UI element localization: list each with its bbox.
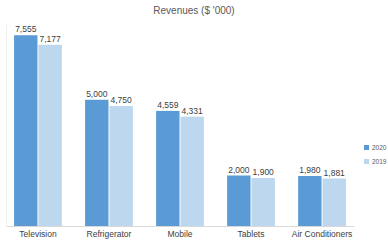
- data-label: 1,980: [299, 165, 321, 175]
- legend-label: 2019: [372, 158, 387, 165]
- x-tick: Tablets: [238, 226, 265, 239]
- bar: [14, 35, 37, 226]
- data-label: 2,000: [228, 165, 250, 175]
- data-labels: 7,555 5,000 4,559 2,000 1,980 7,177 4,750 4,331…: [15, 24, 345, 177]
- bar: [180, 117, 203, 226]
- data-label: 1,900: [253, 167, 275, 177]
- legend: 2020 2019: [364, 144, 387, 165]
- data-label: 4,559: [157, 100, 179, 110]
- x-tick-label: Refrigerator: [87, 229, 132, 239]
- data-label: 7,177: [40, 34, 62, 44]
- legend-swatch: [364, 159, 369, 164]
- x-axis-line: [7, 226, 355, 227]
- data-label: 1,881: [324, 168, 346, 178]
- x-tick: Mobile: [167, 226, 192, 239]
- bar: [298, 176, 321, 226]
- x-axis: Television Refrigerator Mobile Tablets Air C…: [7, 226, 355, 239]
- y-axis-line: [6, 25, 7, 227]
- title: Revenues ($ '000): [153, 5, 234, 16]
- legend-swatch: [364, 145, 369, 150]
- y-axis: [6, 25, 7, 227]
- x-tick: Air Conditioners: [292, 226, 352, 239]
- bar: [156, 111, 179, 226]
- legend-item: 2019: [364, 158, 387, 165]
- bar: [85, 100, 108, 226]
- bar: [252, 178, 275, 226]
- plot: 7,555 5,000 4,559 2,000 1,980 7,177 4,750 4,331…: [7, 24, 355, 238]
- x-tick-label: Television: [19, 229, 57, 239]
- x-tick-label: Mobile: [167, 229, 192, 239]
- legend-item: 2020: [364, 144, 387, 151]
- bar: [109, 106, 132, 226]
- chart: Revenues ($ '000)7,5555,0004,5592,0001,9…: [0, 0, 388, 244]
- bar: [227, 176, 250, 227]
- data-label: 7,555: [15, 24, 37, 34]
- x-tick: Refrigerator: [87, 226, 132, 239]
- data-label: 4,750: [111, 95, 133, 105]
- x-tick: Television: [19, 226, 57, 239]
- bars: [14, 35, 346, 226]
- x-tick-label: Air Conditioners: [292, 229, 352, 239]
- data-label: 4,331: [182, 106, 204, 116]
- bar: [38, 45, 61, 226]
- x-tick-label: Tablets: [238, 229, 265, 239]
- data-label: 5,000: [86, 89, 108, 99]
- bar: [323, 179, 346, 226]
- legend-label: 2020: [372, 144, 387, 151]
